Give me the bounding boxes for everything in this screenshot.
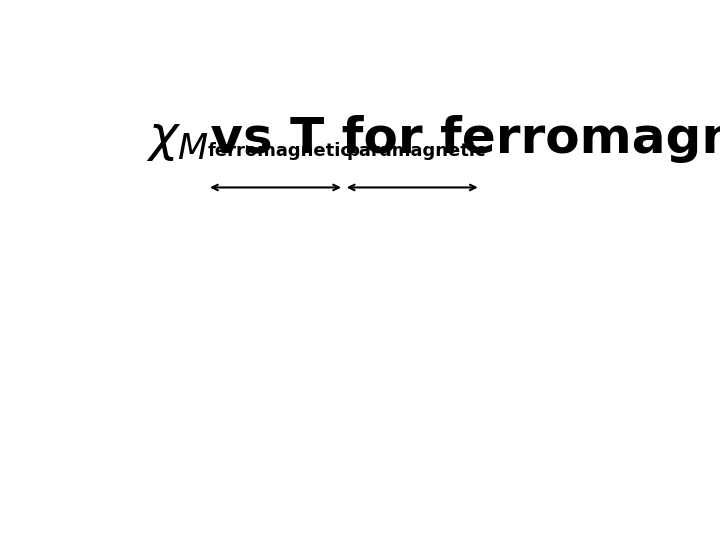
Text: ferromagnetic: ferromagnetic (207, 143, 351, 160)
Text: vs T for ferromagnets: vs T for ferromagnets (193, 114, 720, 163)
Text: paramagnetic: paramagnetic (347, 143, 486, 160)
Text: $\chi_{M}$: $\chi_{M}$ (145, 114, 209, 163)
